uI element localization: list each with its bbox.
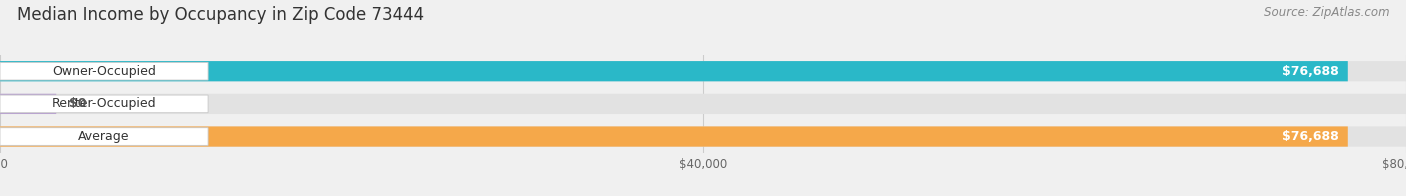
FancyBboxPatch shape	[0, 61, 1406, 81]
FancyBboxPatch shape	[0, 126, 1348, 147]
FancyBboxPatch shape	[0, 94, 1406, 114]
Text: Median Income by Occupancy in Zip Code 73444: Median Income by Occupancy in Zip Code 7…	[17, 6, 425, 24]
FancyBboxPatch shape	[0, 128, 208, 145]
Text: Average: Average	[79, 130, 129, 143]
FancyBboxPatch shape	[0, 61, 1348, 81]
FancyBboxPatch shape	[0, 126, 1406, 147]
FancyBboxPatch shape	[0, 95, 208, 113]
Text: $76,688: $76,688	[1282, 65, 1339, 78]
Text: Renter-Occupied: Renter-Occupied	[52, 97, 156, 110]
FancyBboxPatch shape	[0, 62, 208, 80]
Text: Source: ZipAtlas.com: Source: ZipAtlas.com	[1264, 6, 1389, 19]
FancyBboxPatch shape	[0, 94, 56, 114]
Text: Owner-Occupied: Owner-Occupied	[52, 65, 156, 78]
Text: $76,688: $76,688	[1282, 130, 1339, 143]
Text: $0: $0	[69, 97, 86, 110]
